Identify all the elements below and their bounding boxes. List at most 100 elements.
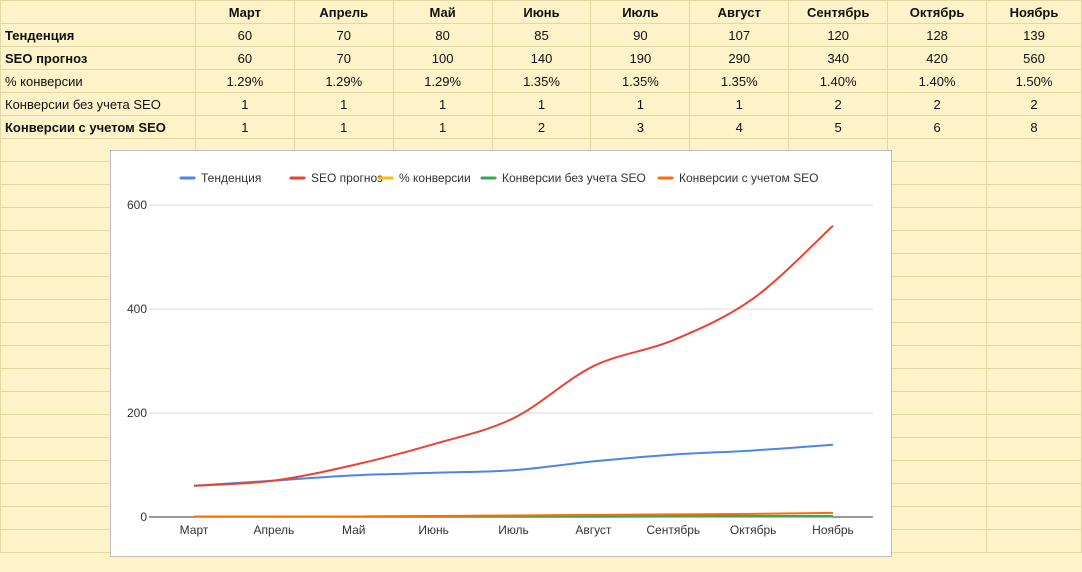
row-label-cell[interactable]: Тенденция — [0, 23, 196, 47]
empty-cell[interactable] — [986, 483, 1082, 507]
row-label-cell[interactable]: % конверсии — [0, 69, 196, 93]
legend-label[interactable]: SEO прогноз — [311, 171, 383, 185]
legend-label[interactable]: Конверсии с учетом SEO — [679, 171, 818, 185]
value-cell[interactable]: 140 — [491, 46, 592, 70]
empty-cell[interactable] — [986, 414, 1082, 438]
value-cell[interactable]: 1.35% — [491, 69, 592, 93]
empty-cell[interactable] — [986, 253, 1082, 277]
value-cell[interactable]: 85 — [491, 23, 592, 47]
value-cell[interactable]: 90 — [590, 23, 691, 47]
value-cell[interactable]: 139 — [986, 23, 1082, 47]
value-cell[interactable]: 1.50% — [986, 69, 1082, 93]
empty-cell[interactable] — [887, 345, 988, 369]
row-label-cell[interactable]: Конверсии без учета SEO — [0, 92, 196, 116]
empty-cell[interactable] — [887, 276, 988, 300]
value-cell[interactable]: 560 — [986, 46, 1082, 70]
empty-cell[interactable] — [887, 299, 988, 323]
value-cell[interactable]: 420 — [887, 46, 988, 70]
empty-cell[interactable] — [887, 368, 988, 392]
month-header-cell[interactable]: Июнь — [491, 0, 592, 24]
empty-cell[interactable] — [986, 230, 1082, 254]
value-cell[interactable]: 70 — [293, 46, 394, 70]
value-cell[interactable]: 100 — [392, 46, 493, 70]
row-label-cell[interactable]: SEO прогноз — [0, 46, 196, 70]
series-line[interactable] — [194, 511, 834, 518]
empty-cell[interactable] — [986, 437, 1082, 461]
empty-cell[interactable] — [887, 414, 988, 438]
value-cell[interactable]: 1 — [194, 115, 295, 139]
value-cell[interactable]: 1 — [194, 92, 295, 116]
value-cell[interactable]: 1.29% — [293, 69, 394, 93]
value-cell[interactable]: 120 — [788, 23, 889, 47]
value-cell[interactable]: 1 — [293, 115, 394, 139]
empty-cell[interactable] — [986, 391, 1082, 415]
legend-label[interactable]: % конверсии — [399, 171, 471, 185]
row-label-cell[interactable]: Конверсии с учетом SEO — [0, 115, 196, 139]
value-cell[interactable]: 1 — [491, 92, 592, 116]
value-cell[interactable]: 2 — [887, 92, 988, 116]
empty-cell[interactable] — [887, 506, 988, 530]
value-cell[interactable]: 190 — [590, 46, 691, 70]
value-cell[interactable]: 1.29% — [194, 69, 295, 93]
value-cell[interactable]: 70 — [293, 23, 394, 47]
month-header-cell[interactable]: Октябрь — [887, 0, 988, 24]
value-cell[interactable]: 1.40% — [887, 69, 988, 93]
empty-cell[interactable] — [986, 161, 1082, 185]
value-cell[interactable]: 60 — [194, 23, 295, 47]
header-blank-cell[interactable] — [0, 0, 196, 24]
month-header-cell[interactable]: Август — [689, 0, 790, 24]
empty-cell[interactable] — [887, 391, 988, 415]
empty-cell[interactable] — [887, 529, 988, 553]
legend-label[interactable]: Тенденция — [201, 171, 261, 185]
value-cell[interactable]: 80 — [392, 23, 493, 47]
value-cell[interactable]: 1.40% — [788, 69, 889, 93]
empty-cell[interactable] — [986, 299, 1082, 323]
value-cell[interactable]: 3 — [590, 115, 691, 139]
month-header-cell[interactable]: Март — [194, 0, 295, 24]
empty-cell[interactable] — [986, 506, 1082, 530]
value-cell[interactable]: 1.35% — [689, 69, 790, 93]
value-cell[interactable]: 1 — [392, 115, 493, 139]
month-header-cell[interactable]: Май — [392, 0, 493, 24]
line-chart[interactable]: 0 200 400 600 Март Апрель Май Июнь Июль Август Сен… — [110, 150, 892, 557]
empty-cell[interactable] — [887, 161, 988, 185]
value-cell[interactable]: 1 — [392, 92, 493, 116]
empty-cell[interactable] — [986, 138, 1082, 162]
value-cell[interactable]: 290 — [689, 46, 790, 70]
value-cell[interactable]: 1.29% — [392, 69, 493, 93]
value-cell[interactable]: 5 — [788, 115, 889, 139]
series-line[interactable] — [193, 443, 834, 487]
empty-cell[interactable] — [887, 138, 988, 162]
month-header-cell[interactable]: Июль — [590, 0, 691, 24]
empty-cell[interactable] — [986, 529, 1082, 553]
value-cell[interactable]: 1 — [293, 92, 394, 116]
value-cell[interactable]: 8 — [986, 115, 1082, 139]
value-cell[interactable]: 107 — [689, 23, 790, 47]
empty-cell[interactable] — [986, 345, 1082, 369]
value-cell[interactable]: 4 — [689, 115, 790, 139]
empty-cell[interactable] — [986, 368, 1082, 392]
empty-cell[interactable] — [986, 184, 1082, 208]
value-cell[interactable]: 1.35% — [590, 69, 691, 93]
month-header-cell[interactable]: Сентябрь — [788, 0, 889, 24]
empty-cell[interactable] — [986, 276, 1082, 300]
empty-cell[interactable] — [887, 230, 988, 254]
empty-cell[interactable] — [887, 253, 988, 277]
legend-label[interactable]: Конверсии без учета SEO — [502, 171, 646, 185]
value-cell[interactable]: 6 — [887, 115, 988, 139]
series-line[interactable] — [193, 225, 834, 487]
value-cell[interactable]: 60 — [194, 46, 295, 70]
value-cell[interactable]: 1 — [689, 92, 790, 116]
empty-cell[interactable] — [986, 460, 1082, 484]
empty-cell[interactable] — [887, 184, 988, 208]
empty-cell[interactable] — [887, 207, 988, 231]
month-header-cell[interactable]: Ноябрь — [986, 0, 1082, 24]
value-cell[interactable]: 2 — [986, 92, 1082, 116]
empty-cell[interactable] — [986, 207, 1082, 231]
empty-cell[interactable] — [887, 483, 988, 507]
value-cell[interactable]: 1 — [590, 92, 691, 116]
empty-cell[interactable] — [887, 460, 988, 484]
month-header-cell[interactable]: Апрель — [293, 0, 394, 24]
value-cell[interactable]: 2 — [788, 92, 889, 116]
empty-cell[interactable] — [986, 322, 1082, 346]
